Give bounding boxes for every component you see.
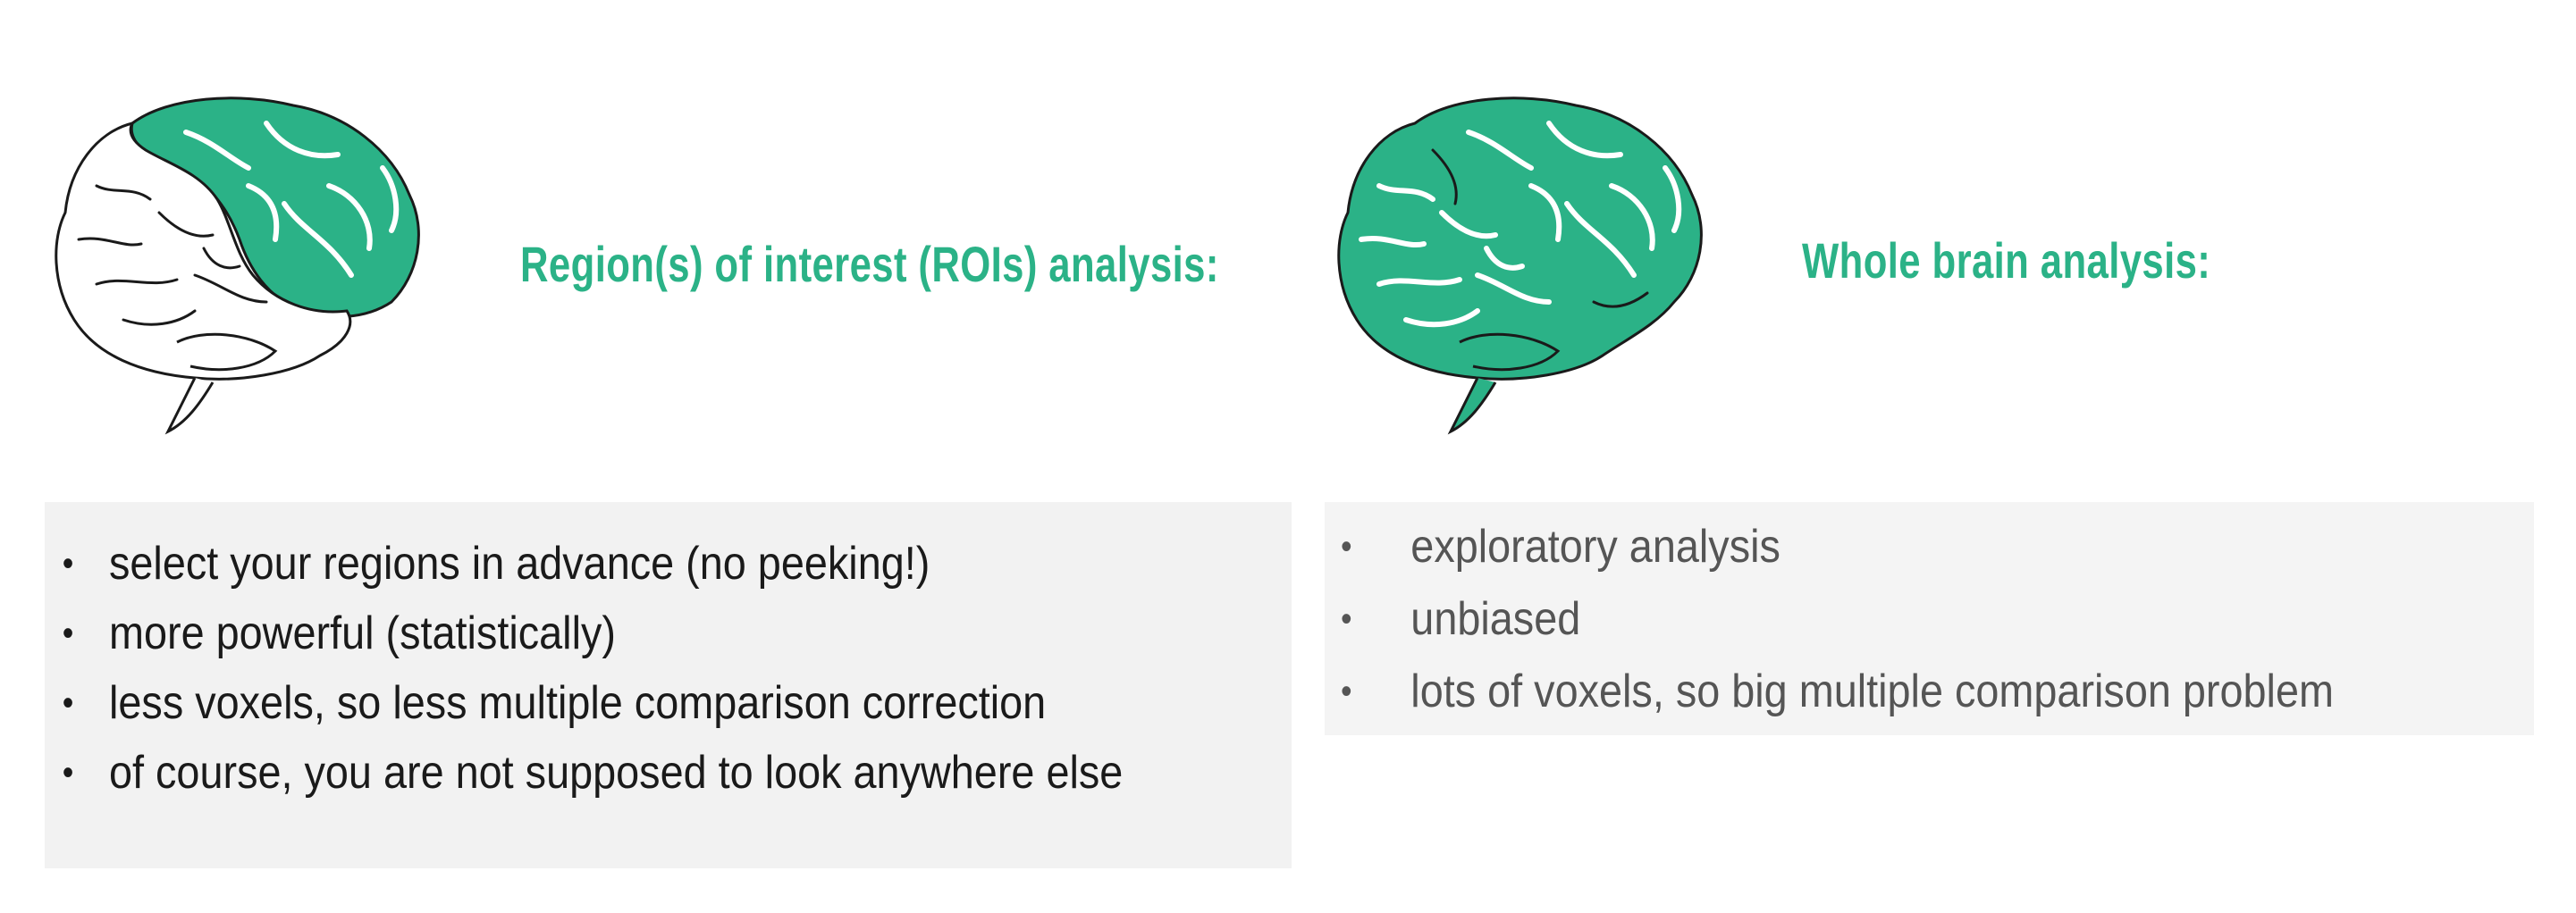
roi-analysis-list: • select your regions in advance (no peek…: [45, 502, 1292, 817]
list-item-text: unbiased: [1410, 593, 1581, 645]
list-item-text: of course, you are not supposed to look …: [109, 747, 1124, 799]
list-item-text: less voxels, so less multiple comparison…: [109, 677, 1047, 729]
list-item-text: lots of voxels, so big multiple comparis…: [1410, 666, 2334, 717]
list-item: • exploratory analysis: [1325, 511, 2413, 583]
whole-brain-analysis-heading: Whole brain analysis:: [1802, 232, 2211, 289]
list-item: • lots of voxels, so big multiple compari…: [1325, 656, 2413, 728]
list-item-text: more powerful (statistically): [109, 607, 616, 659]
list-item-text: exploratory analysis: [1410, 521, 1780, 573]
list-item: • less voxels, so less multiple compariso…: [45, 658, 1167, 748]
roi-analysis-heading: Region(s) of interest (ROIs) analysis:: [520, 236, 1219, 292]
bullet: •: [1341, 527, 1352, 566]
bullet: •: [1341, 672, 1352, 711]
bullet: •: [1341, 599, 1352, 639]
whole-brain-analysis-panel: • exploratory analysis • unbiased • lots of…: [1325, 502, 2534, 735]
whole-brain-analysis-list: • exploratory analysis • unbiased • lots of…: [1325, 502, 2534, 728]
bullet: •: [62, 753, 74, 792]
list-item: • more powerful (statistically): [45, 589, 1167, 678]
list-item-text: select your regions in advance (no peeki…: [109, 538, 930, 590]
list-item: • of course, you are not supposed to look…: [45, 728, 1167, 817]
bullet: •: [62, 614, 74, 653]
bullet: •: [62, 683, 74, 723]
list-item: • select your regions in advance (no peek…: [45, 519, 1167, 608]
brain-fully-highlighted-icon: [1326, 88, 1719, 436]
brain-partially-highlighted-icon: [43, 88, 436, 436]
roi-analysis-panel: • select your regions in advance (no peek…: [45, 502, 1292, 868]
bullet: •: [62, 544, 74, 583]
list-item: • unbiased: [1325, 583, 2413, 656]
